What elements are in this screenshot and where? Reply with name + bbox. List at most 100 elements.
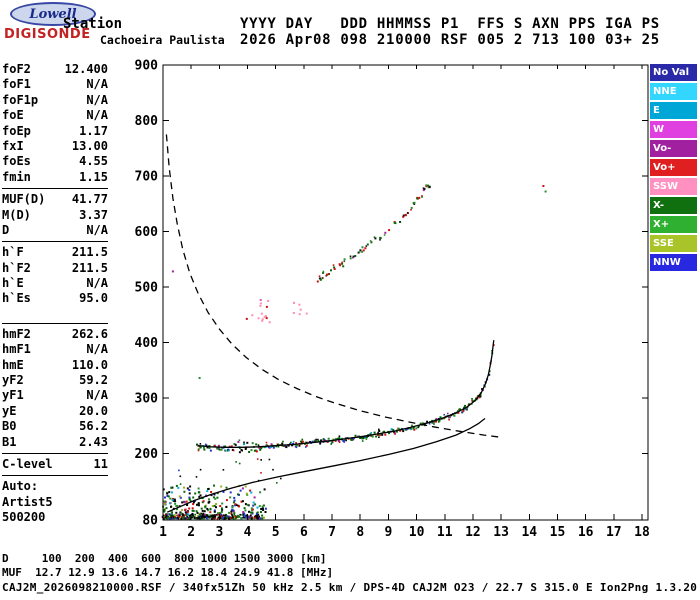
param-value: N/A [86, 388, 108, 403]
legend-item-no-val: No Val [650, 64, 697, 81]
param-label: foF2 [2, 62, 31, 76]
param-value: 13.00 [71, 138, 108, 153]
x-tick-label: 15 [550, 525, 566, 540]
param-label: MUF(D) [2, 192, 46, 207]
param-group: C-level 11 [2, 452, 108, 472]
param-row: yF2 59.2 [2, 373, 108, 388]
param-value: 211.5 [71, 245, 108, 260]
param-row: foE N/A [2, 108, 108, 123]
param-value: 1.17 [79, 123, 108, 138]
param-row: M(D) 3.37 [2, 208, 108, 223]
x-tick-label: 2 [187, 525, 195, 540]
param-row: h`F2 211.5 [2, 261, 108, 276]
param-row: Artist5 [2, 495, 108, 510]
param-value: 110.0 [71, 357, 108, 372]
y-tick-label: 900 [135, 59, 159, 74]
param-group: MUF(D) 41.77 M(D) 3.37 D N/A [2, 188, 108, 238]
param-label: hmF1 [2, 342, 31, 357]
axis-labels: 1 2 3 4 5 6 7 8 9 10 11 12 13 14 15 16 17 189008007006005… [135, 59, 650, 541]
legend-item-w: W [650, 121, 697, 138]
x-tick-label: 6 [300, 525, 308, 540]
param-row: D N/A [2, 223, 108, 238]
y-tick-label: 600 [135, 225, 159, 240]
header-field-names: YYYY DAY DDD HHMMSS P1 FFS S AXN PPS IGA… [240, 16, 660, 32]
param-row: MUF(D) 41.77 [2, 192, 108, 207]
model-curves [165, 134, 502, 513]
axes [162, 64, 649, 521]
param-value: 95.0 [79, 291, 108, 306]
param-value: N/A [86, 222, 108, 237]
param-label: Auto: [2, 479, 39, 494]
param-group: h`F 211.5 h`F2 211.5 h`E N/A h`Es 95.0 [2, 241, 108, 307]
y-tick-label: 500 [135, 280, 159, 295]
y-tick-label: 300 [135, 391, 159, 406]
param-value: 20.0 [79, 403, 108, 418]
distance-row: D 100 200 400 600 800 1000 1500 3000 [km… [2, 552, 327, 565]
param-label: fxI [2, 138, 24, 153]
legend-item-nnw: NNW [650, 254, 697, 271]
parameter-panel: foF2 12.400 foF1 N/A foF1p N/A foE N/A foEp 1.17 f… [2, 62, 108, 526]
param-row: B1 2.43 [2, 435, 108, 450]
param-value: 11 [93, 456, 108, 471]
param-label: foF1 [2, 77, 31, 92]
x-tick-label: 10 [409, 525, 425, 540]
param-value: 12.400 [64, 62, 108, 76]
param-row: h`Es 95.0 [2, 291, 108, 306]
param-value: N/A [86, 276, 108, 291]
station-row-label: Station [63, 16, 123, 32]
y-tick-label: 80 [142, 514, 158, 529]
logo-lowell-text: Lowell [29, 7, 77, 22]
logo-digisonde-text: DIGISONDE [4, 27, 91, 42]
param-label: h`F [2, 245, 24, 260]
param-row: foF1 N/A [2, 77, 108, 92]
param-row: fxI 13.00 [2, 139, 108, 154]
param-row: h`E N/A [2, 276, 108, 291]
param-row: h`F 211.5 [2, 245, 108, 260]
param-value: 59.2 [79, 373, 108, 388]
param-label: foEs [2, 154, 31, 169]
legend-item-vo+: Vo+ [650, 159, 697, 176]
param-value: 41.77 [71, 192, 108, 207]
x-tick-label: 13 [493, 525, 509, 540]
x-tick-label: 4 [244, 525, 252, 540]
param-label: hmE [2, 357, 24, 372]
param-value: N/A [86, 108, 108, 123]
param-value: N/A [86, 92, 108, 107]
x-tick-label: 12 [465, 525, 481, 540]
param-value: 211.5 [71, 260, 108, 275]
param-row: fmin 1.15 [2, 170, 108, 185]
param-row: foEs 4.55 [2, 154, 108, 169]
legend-item-ssw: SSW [650, 178, 697, 195]
param-label: yF1 [2, 388, 24, 403]
param-group: foF2 12.400 foF1 N/A foF1p N/A foE N/A foEp 1.17 f… [2, 62, 108, 185]
legend-item-sse: SSE [650, 235, 697, 252]
param-label: fmin [2, 169, 31, 184]
x-tick-label: 8 [356, 525, 364, 540]
param-label: h`F2 [2, 260, 31, 275]
x-tick-label: 18 [634, 525, 650, 540]
param-label: Artist5 [2, 494, 53, 509]
y-tick-label: 800 [135, 114, 159, 129]
param-group: Auto: Artist5 500200 [2, 475, 108, 525]
param-label: B1 [2, 434, 17, 449]
param-value: N/A [86, 77, 108, 92]
direction-legend: No Val NNE E W Vo- Vo+ SSW X- X+ SSE NNW [650, 64, 697, 273]
param-row: hmE 110.0 [2, 358, 108, 373]
y-tick-label: 200 [135, 447, 159, 462]
param-value: 56.2 [79, 419, 108, 434]
param-value: N/A [86, 342, 108, 357]
param-label: 500200 [2, 510, 46, 525]
param-row: 500200 [2, 510, 108, 525]
param-group: hmF2 262.6 hmF1 N/A hmE 110.0 yF2 59.2 yF1 N/A yE 2… [2, 322, 108, 450]
param-value: 1.15 [79, 169, 108, 184]
legend-item-x+: X+ [650, 216, 697, 233]
legend-item-nne: NNE [650, 83, 697, 100]
param-row: hmF2 262.6 [2, 327, 108, 342]
y-tick-label: 400 [135, 336, 159, 351]
param-value: 262.6 [71, 326, 108, 341]
header-field-values: 2026 Apr08 098 210000 RSF 005 2 713 100 … [240, 32, 660, 48]
param-label: foE [2, 108, 24, 123]
param-label: foEp [2, 123, 31, 138]
param-label: C-level [2, 456, 53, 471]
